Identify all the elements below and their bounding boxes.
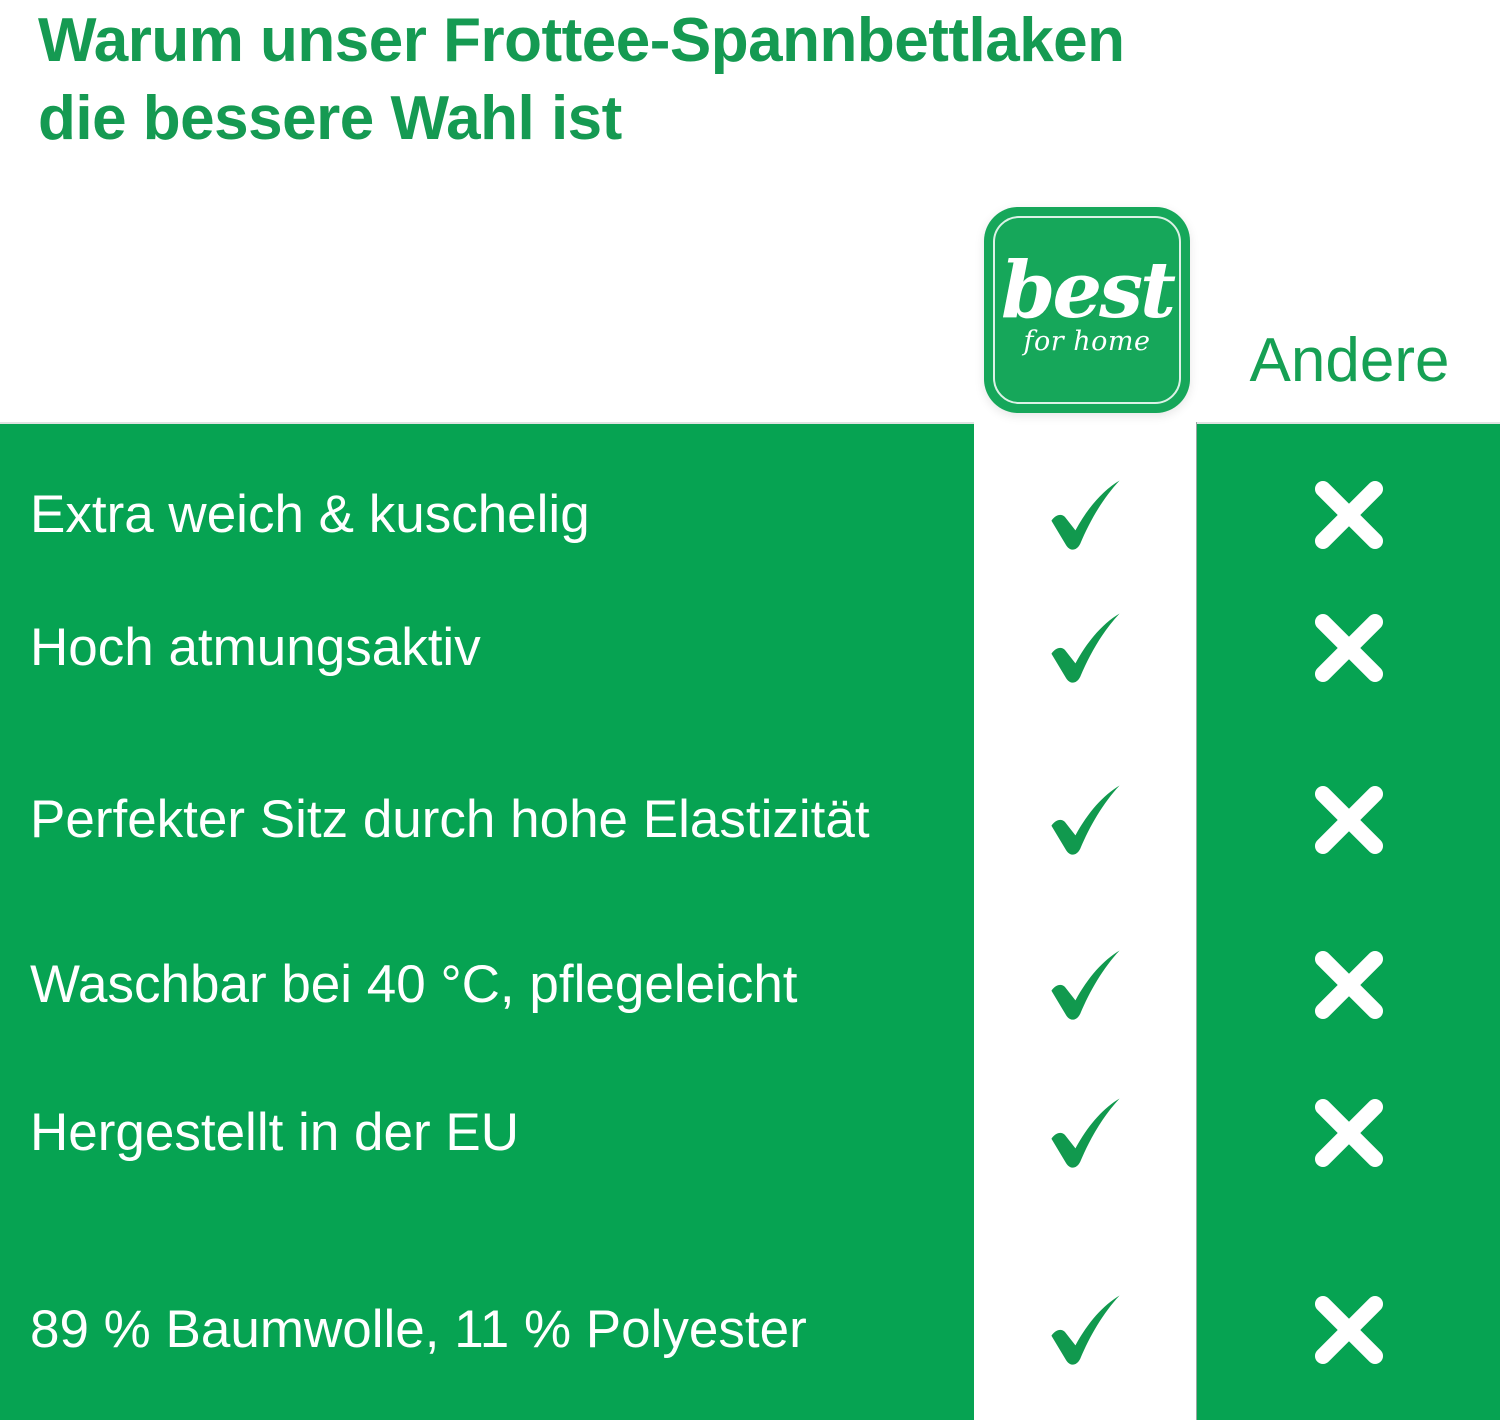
features-column-background [0,422,974,1420]
column-divider [1196,422,1197,1420]
other-column-background [1197,422,1500,1420]
check-mark-icon [974,772,1197,868]
check-mark-icon [974,467,1197,563]
logo-wordmark: best [1000,245,1176,336]
cross-mark-icon [1197,772,1500,868]
feature-label: Extra weich & kuschelig [30,485,590,544]
cross-mark-icon [1197,600,1500,696]
brand-logo-badge: best for home [984,207,1190,413]
feature-label: 89 % Baumwolle, 11 % Polyester [30,1300,807,1359]
feature-label: Waschbar bei 40 °C, pflegeleicht [30,955,798,1014]
logo-tagline: for home [1023,326,1151,357]
feature-label: Perfekter Sitz durch hohe Elastizität [30,790,870,849]
check-mark-icon [974,600,1197,696]
feature-label: Hoch atmungsaktiv [30,618,481,677]
check-mark-icon [974,1085,1197,1181]
check-mark-icon [974,937,1197,1033]
check-mark-icon [974,1282,1197,1378]
logo-inner-border [993,216,1181,404]
cross-mark-icon [1197,467,1500,563]
cross-mark-icon [1197,1085,1500,1181]
cross-mark-icon [1197,1282,1500,1378]
column-header-other: Andere [1249,326,1450,395]
feature-label: Hergestellt in der EU [30,1103,519,1162]
cross-mark-icon [1197,937,1500,1033]
brand-column-background [974,422,1197,1420]
page-title: Warum unser Frottee-Spannbettlaken die b… [38,6,1125,153]
